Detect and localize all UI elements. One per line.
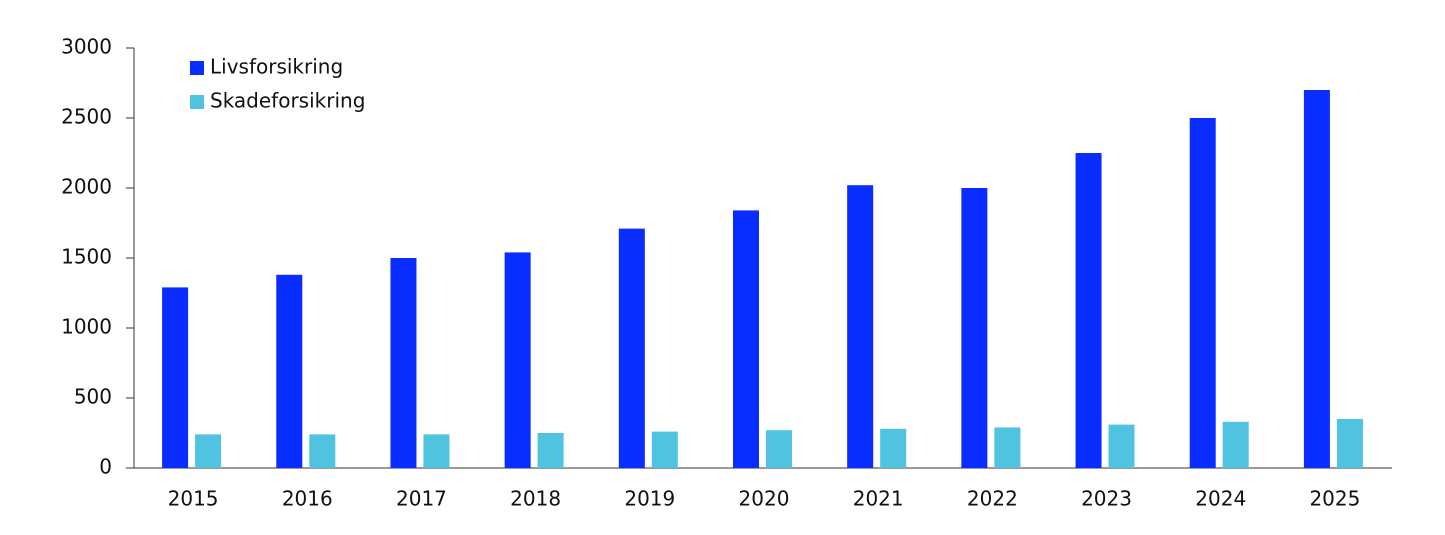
bar [390, 258, 417, 468]
x-tick-label: 2022 [967, 487, 1018, 511]
x-tick-label: 2018 [510, 487, 561, 511]
legend-swatch [190, 95, 204, 109]
legend-label: Livsforsikring [210, 55, 343, 79]
bar [618, 228, 645, 468]
x-tick-label: 2023 [1081, 487, 1132, 511]
y-tick-label: 1000 [61, 315, 112, 339]
bar [423, 434, 450, 468]
bar [766, 430, 792, 468]
x-tick-label: 2021 [853, 487, 904, 511]
bar [1075, 153, 1102, 468]
x-tick-label: 2024 [1195, 487, 1246, 511]
x-tick-label: 2017 [396, 487, 447, 511]
bar [733, 210, 759, 468]
bar [1222, 421, 1249, 468]
bar [1336, 419, 1363, 468]
bar [1108, 424, 1135, 468]
bar [1189, 118, 1216, 468]
bar [961, 188, 988, 468]
bar [537, 433, 564, 468]
bar [504, 252, 531, 468]
bar [195, 434, 222, 468]
y-tick-label: 2000 [61, 175, 112, 199]
legend-swatch [190, 61, 204, 75]
y-tick-label: 0 [99, 455, 112, 479]
bar [1303, 90, 1330, 468]
bar [309, 434, 336, 468]
x-tick-label: 2019 [624, 487, 675, 511]
y-tick-label: 2500 [61, 105, 112, 129]
bar [651, 431, 678, 468]
legend-label: Skadeforsikring [210, 89, 365, 113]
x-tick-label: 2016 [282, 487, 333, 511]
bar [847, 185, 874, 468]
bar [276, 274, 303, 468]
y-tick-label: 1500 [61, 245, 112, 269]
bar [880, 428, 907, 468]
y-tick-label: 500 [74, 385, 112, 409]
y-tick-label: 3000 [61, 35, 112, 59]
bar [162, 287, 189, 468]
bar [994, 427, 1021, 468]
x-tick-label: 2015 [168, 487, 219, 511]
x-tick-label: 2020 [739, 487, 790, 511]
x-tick-label: 2025 [1309, 487, 1360, 511]
